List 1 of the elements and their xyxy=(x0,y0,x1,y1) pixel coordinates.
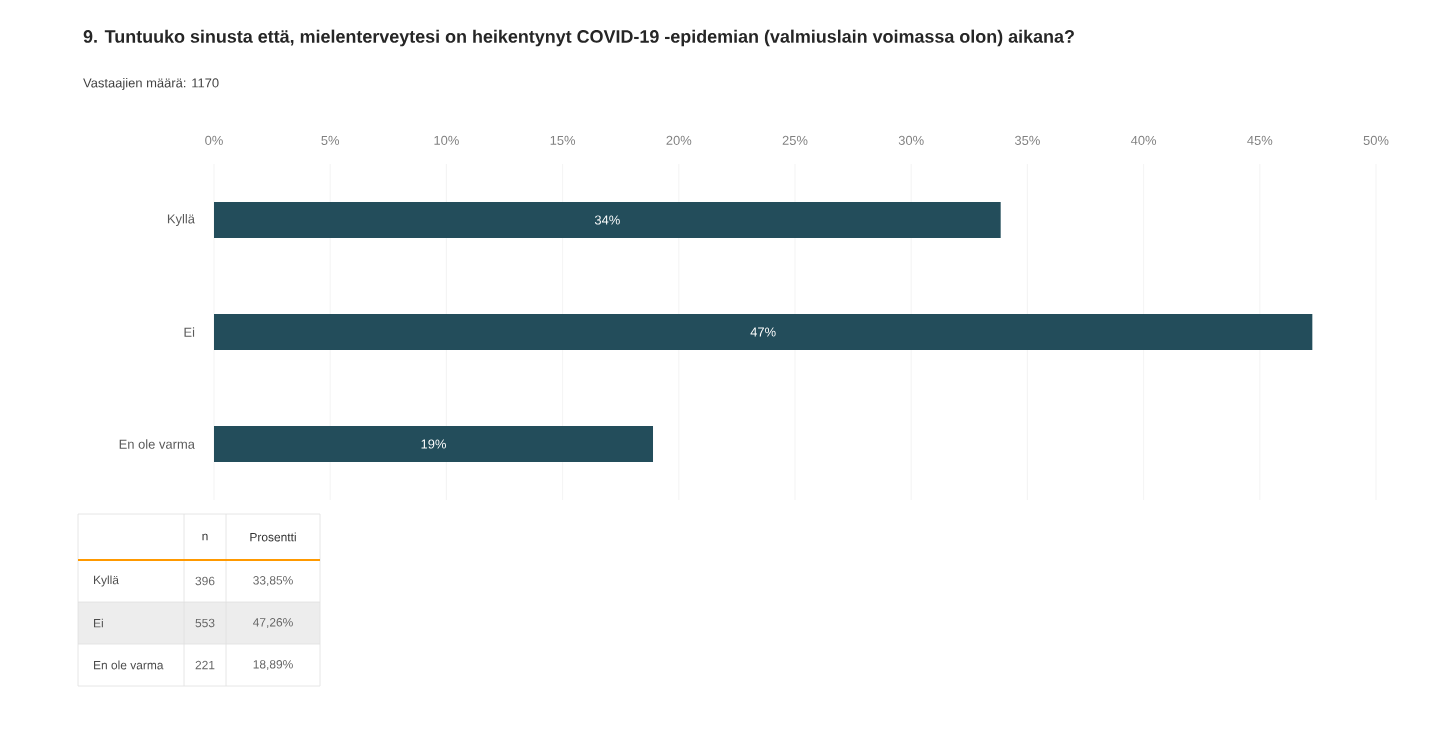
chart-title: 9. Tuntuuko sinusta että, mielenterveytesi on heikentynyt COVID-19 -epidemian (valmiuslain voimassa olon) aikana? xyxy=(83,29,1074,47)
